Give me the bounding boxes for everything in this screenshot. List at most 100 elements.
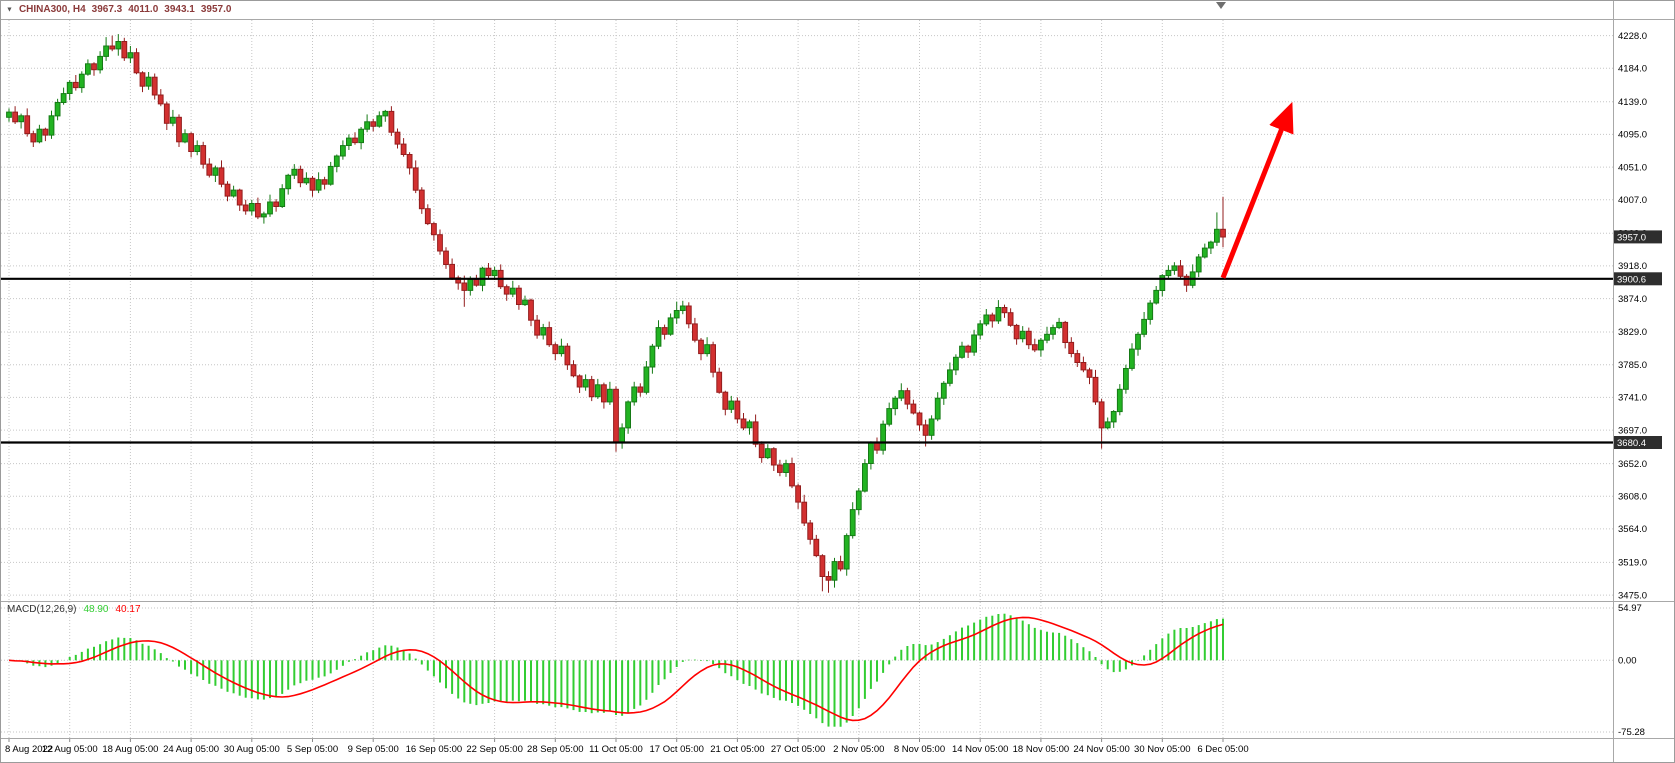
candle-body <box>898 390 905 399</box>
candle-body <box>473 278 480 286</box>
trend-arrow[interactable] <box>1220 101 1294 279</box>
candlesticks <box>6 34 1226 593</box>
candle-body <box>655 327 662 347</box>
candle-body <box>601 384 607 403</box>
candle-body <box>30 133 37 143</box>
candle-body <box>977 323 984 336</box>
time-tick-label: 18 Nov 05:00 <box>1013 744 1070 755</box>
price-tick-label: 3829.0 <box>1618 327 1647 338</box>
macd-signal-line <box>8 616 1224 722</box>
candle-body <box>1080 362 1087 371</box>
candle-body <box>910 403 917 414</box>
candle-body <box>139 72 146 87</box>
candle-body <box>1019 330 1026 340</box>
candle-body <box>1068 341 1075 354</box>
candle-body <box>1116 388 1123 413</box>
candle-body <box>346 137 352 147</box>
macd-axis-label: 0.00 <box>1618 656 1637 667</box>
candle-body <box>315 179 322 191</box>
candle-body <box>48 115 55 136</box>
candle-body <box>904 390 911 405</box>
candle-body <box>637 386 644 393</box>
candle-body <box>940 382 947 399</box>
candle-body <box>85 63 91 75</box>
candle-body <box>971 334 978 353</box>
svg-text:3680.4: 3680.4 <box>1617 438 1646 449</box>
price-tick-label: 4139.0 <box>1618 97 1647 108</box>
macd-histogram <box>20 613 1224 727</box>
candle-body <box>443 250 449 266</box>
candle-body <box>667 317 674 335</box>
price-tick-label: 4095.0 <box>1618 130 1647 141</box>
candle-body <box>1141 318 1147 335</box>
candle-body <box>728 400 735 410</box>
candle-body <box>546 327 553 346</box>
candle-body <box>66 81 73 95</box>
candle-body <box>825 576 832 581</box>
candle-body <box>1135 333 1141 350</box>
candle-body <box>97 55 103 71</box>
candle-body <box>6 111 12 118</box>
candle-body <box>218 167 225 185</box>
candle-body <box>109 45 116 50</box>
candle-body <box>352 137 358 144</box>
candle-body <box>1214 228 1220 243</box>
candle-body <box>285 174 292 190</box>
price-tick-label: 3652.0 <box>1618 459 1647 470</box>
chart-plot-area[interactable] <box>1 20 1613 738</box>
candle-body <box>789 463 795 487</box>
candle-body <box>886 408 893 425</box>
time-tick-label: 18 Aug 05:00 <box>102 744 158 755</box>
candle-body <box>103 45 109 57</box>
candle-body <box>734 400 741 420</box>
candle-body <box>552 344 559 355</box>
candle-body <box>340 145 346 157</box>
candle-body <box>194 145 201 153</box>
candle-body <box>819 555 826 578</box>
candle-body <box>868 442 874 465</box>
macd-axis-label: 54.97 <box>1618 603 1642 614</box>
candle-body <box>42 128 49 136</box>
candle-body <box>1110 411 1117 423</box>
candle-body <box>18 115 25 123</box>
price-line-tag: 3680.4 <box>1614 436 1662 449</box>
candle-body <box>752 421 759 445</box>
candle-body <box>503 286 510 295</box>
candle-body <box>163 103 170 124</box>
candle-body <box>321 179 328 185</box>
candle-body <box>418 189 425 210</box>
time-tick-label: 6 Dec 05:00 <box>1197 744 1248 755</box>
candle-body <box>255 203 261 218</box>
candle-body <box>279 188 286 207</box>
symbol-menu-icon[interactable]: ▼ <box>6 6 13 14</box>
candle-body <box>953 356 959 371</box>
candle-body <box>1074 353 1081 364</box>
chart-shift-marker[interactable] <box>1216 2 1226 9</box>
time-tick-label: 11 Oct 05:00 <box>589 744 643 755</box>
candle-body <box>1086 369 1093 378</box>
candle-body <box>206 163 213 176</box>
candle-body <box>692 323 698 341</box>
candle-body <box>364 121 371 130</box>
candle-body <box>1183 275 1190 286</box>
candle-body <box>862 463 868 492</box>
candle-body <box>540 327 547 336</box>
candle-body <box>795 485 802 503</box>
candle-body <box>358 128 365 144</box>
candle-body <box>54 102 61 117</box>
time-tick-label: 24 Nov 05:00 <box>1073 744 1130 755</box>
candle-body <box>376 115 383 127</box>
candle-body <box>1038 339 1044 351</box>
price-tick-label: 4228.0 <box>1618 31 1647 42</box>
time-tick-label: 14 Nov 05:00 <box>952 744 1009 755</box>
candle-body <box>236 189 243 206</box>
price-axis[interactable]: 4228.04184.04139.04095.04051.04007.03962… <box>1618 31 1647 602</box>
candle-body <box>661 327 668 335</box>
candle-body <box>1025 330 1032 346</box>
candle-body <box>309 177 316 191</box>
candle-body <box>916 412 923 426</box>
